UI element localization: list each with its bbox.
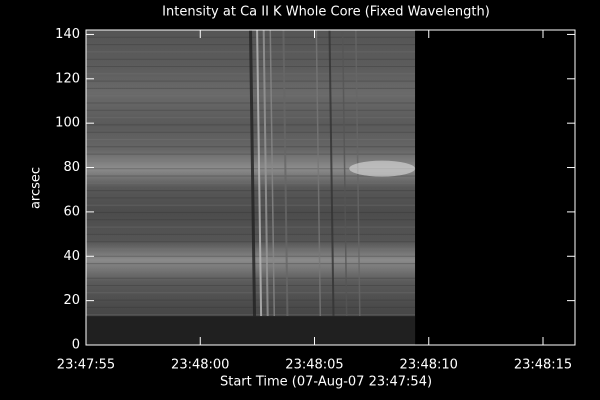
image-blank [86,316,416,345]
y-tick-label: 120 [55,71,80,86]
image-texture [282,29,289,317]
y-tick-label: 140 [55,27,80,42]
x-tick-label: 23:47:55 [57,358,115,373]
image-texture [341,29,348,317]
image-texture [328,29,335,317]
image-texture [262,29,269,317]
plot-frame [85,29,576,346]
x-tick-label: 23:48:10 [400,358,458,373]
y-axis-label: arcsec [29,167,44,209]
y-tick-label: 100 [55,116,80,131]
image-texture [269,29,276,317]
y-tick-label: 20 [63,293,80,308]
x-axis-label: Start Time (07-Aug-07 23:47:54) [220,375,432,390]
x-tick-label: 23:48:05 [285,358,343,373]
y-tick-label: 60 [63,204,80,219]
y-tick-label: 40 [63,249,80,264]
image-texture [249,29,257,317]
chart-title: Intensity at Ca II K Whole Core (Fixed W… [162,5,490,20]
y-tick-label: 0 [72,338,80,353]
image-texture [256,29,263,317]
x-tick-label: 23:48:00 [171,358,229,373]
image-texture [349,160,416,177]
x-tick-label: 23:48:15 [514,358,572,373]
y-tick-label: 80 [63,160,80,175]
image-texture [315,29,322,317]
